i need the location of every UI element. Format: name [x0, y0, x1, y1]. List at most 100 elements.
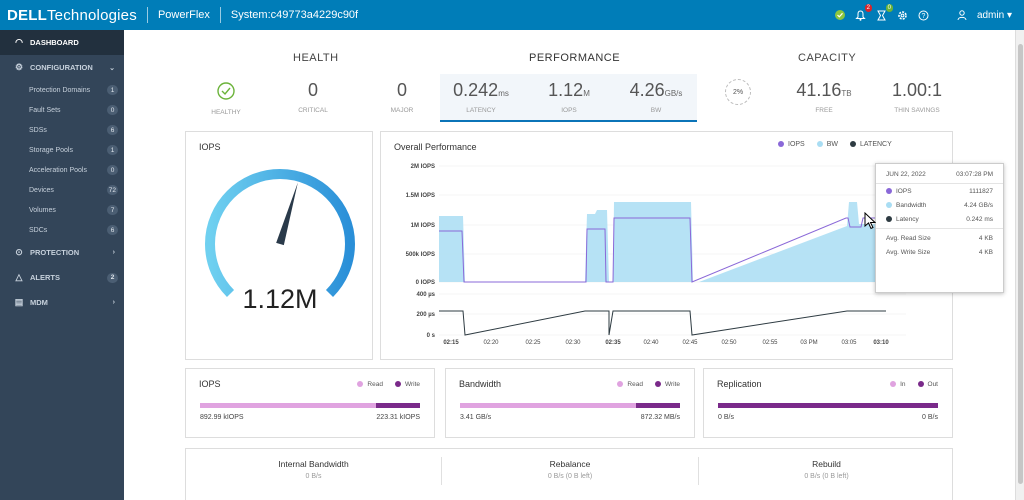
sidebar: ◠ DASHBOARD ⚙ CONFIGURATION ⌄ Protection… — [0, 30, 124, 500]
bandwidth-rw-title: Bandwidth — [459, 379, 502, 389]
performance-title: PERFORMANCE — [529, 52, 621, 64]
sidebar-item-storage-pools[interactable]: Storage Pools 1 — [0, 140, 124, 160]
major-kpi[interactable]: 0 MAJOR — [390, 80, 414, 114]
iops-series-line — [439, 217, 886, 283]
health-title: HEALTH — [293, 52, 339, 64]
settings-gear-icon[interactable] — [897, 9, 909, 21]
scrollbar-thumb[interactable] — [1018, 44, 1023, 484]
bw-kpi[interactable]: 4.26GB/s BW — [629, 80, 683, 114]
system-name[interactable]: System:c49773a4229c90f — [230, 9, 359, 21]
legend-iops[interactable]: IOPS — [778, 141, 805, 148]
x-tick-label: 02:55 — [762, 340, 778, 346]
healthy-check-icon — [217, 82, 235, 100]
capacity-title: CAPACITY — [798, 52, 857, 64]
help-icon[interactable]: ? — [918, 9, 930, 21]
gauge-arc — [205, 169, 355, 298]
x-tick-label: 02:35 — [605, 340, 621, 346]
bandwidth-read-write-card: Bandwidth Read Write 3.41 GB/s 872.32 MB… — [445, 368, 695, 438]
x-tick-label: 02:20 — [483, 340, 499, 346]
x-tick-label: 02:45 — [682, 340, 698, 346]
sidebar-item-fault-sets[interactable]: Fault Sets 0 — [0, 100, 124, 120]
iops-read-value: 892.99 kIOPS — [200, 414, 244, 421]
bandwidth-write-bar — [636, 403, 680, 408]
divider — [146, 7, 148, 23]
dell-logo[interactable]: DELLTechnologies — [7, 6, 137, 24]
product-name: PowerFlex — [157, 9, 210, 21]
legend-in[interactable]: In — [890, 381, 906, 388]
legend-out[interactable]: Out — [917, 381, 938, 388]
capacity-used-ring[interactable]: 2% — [725, 79, 751, 105]
performance-highlight — [440, 74, 697, 122]
x-tick-label: 02:50 — [721, 340, 737, 346]
overall-performance-title: Overall Performance — [394, 142, 477, 152]
y-tick-label: 0 IOPS — [416, 280, 435, 286]
sidebar-item-dashboard[interactable]: ◠ DASHBOARD — [0, 30, 124, 55]
sidebar-item-configuration[interactable]: ⚙ CONFIGURATION ⌄ — [14, 62, 115, 72]
sidebar-item-protection[interactable]: ⊙ PROTECTION › — [15, 247, 115, 257]
rebuild-stat: Rebuild 0 B/s (0 B left) — [804, 459, 849, 480]
legend-write[interactable]: Write — [394, 381, 420, 388]
replication-bar — [718, 403, 938, 408]
y-tick-label: 1.5M IOPS — [406, 193, 435, 199]
sidebar-item-mdm[interactable]: ▤ MDM › — [14, 297, 115, 307]
x-tick-label: 02:40 — [643, 340, 659, 346]
chevron-right-icon: › — [112, 299, 115, 306]
tooltip-date: JUN 22, 2022 — [886, 171, 926, 178]
sidebar-item-alerts[interactable]: △ ALERTS 2 — [0, 265, 124, 290]
iops-gauge-value: 1.12M — [242, 284, 318, 314]
iops-write-value: 223.31 kIOPS — [376, 414, 420, 421]
tasks-icon[interactable]: 0 — [876, 4, 893, 21]
sidebar-item-protection-domains[interactable]: Protection Domains 1 — [0, 80, 124, 100]
health-status-icon[interactable] — [834, 9, 846, 21]
thin-savings-kpi[interactable]: 1.00:1 THIN SAVINGS — [891, 80, 943, 114]
overall-performance-chart[interactable]: 2M IOPS 1.5M IOPS 1M IOPS 500k IOPS 0 IOPS 0 … — [381, 132, 954, 361]
legend-read[interactable]: Read — [617, 381, 643, 388]
legend-read[interactable]: Read — [357, 381, 383, 388]
x-tick-label: 02:25 — [525, 340, 541, 346]
latency-tick-label: 200 µs — [417, 312, 436, 318]
protection-icon: ⊙ — [15, 247, 23, 257]
internal-bandwidth-stat: Internal Bandwidth 0 B/s — [278, 459, 349, 480]
chart-legend: IOPS BW LATENCY — [778, 141, 892, 148]
tooltip-row-latency: Latency 0.242 ms — [886, 216, 993, 223]
legend-bw[interactable]: BW — [816, 141, 838, 148]
mdm-icon: ▤ — [14, 297, 24, 307]
iops-kpi[interactable]: 1.12M IOPS — [548, 80, 590, 114]
user-icon[interactable] — [956, 9, 968, 21]
latency-tick-label: 400 µs — [417, 292, 436, 298]
alerts-bell-icon[interactable]: 2 — [855, 4, 872, 21]
sidebar-item-sdcs[interactable]: SDCs 6 — [0, 220, 124, 240]
page-scrollbar[interactable] — [1015, 30, 1024, 500]
top-bar: DELLTechnologies PowerFlex System:c49773… — [0, 0, 1024, 30]
sidebar-item-acceleration-pools[interactable]: Acceleration Pools 0 — [0, 160, 124, 180]
iops-read-write-card: IOPS Read Write 892.99 kIOPS 223.31 kIOP… — [185, 368, 435, 438]
x-tick-label: 03:05 — [841, 340, 857, 346]
bandwidth-read-bar — [460, 403, 636, 408]
free-kpi[interactable]: 41.16TB FREE — [796, 80, 852, 114]
latency-kpi[interactable]: 0.242ms LATENCY — [453, 80, 509, 114]
tooltip-row-write-size: Avg. Write Size 4 KB — [886, 249, 993, 256]
y-tick-label: 1M IOPS — [411, 223, 435, 229]
latency-tick-label: 0 s — [427, 333, 436, 339]
sidebar-item-devices[interactable]: Devices 72 — [29, 185, 118, 195]
sidebar-item-sdss[interactable]: SDSs 6 — [0, 120, 124, 140]
healthy-kpi[interactable]: HEALTHY — [206, 82, 246, 116]
gauge-needle — [276, 182, 298, 246]
sidebar-item-volumes[interactable]: Volumes 7 — [0, 200, 124, 220]
legend-latency[interactable]: LATENCY — [850, 141, 892, 148]
bandwidth-read-value: 3.41 GB/s — [460, 414, 492, 421]
tasks-badge: 0 — [885, 4, 893, 12]
y-tick-label: 500k IOPS — [406, 252, 435, 258]
critical-kpi[interactable]: 0 CRITICAL — [298, 80, 328, 114]
tooltip-row-bandwidth: Bandwidth 4.24 GB/s — [886, 202, 993, 209]
x-tick-label: 03 PM — [800, 340, 817, 346]
chart-tooltip: JUN 22, 2022 03:07:28 PM IOPS 1111827 Band… — [875, 163, 1004, 293]
x-tick-label: 03:10 — [873, 340, 889, 346]
legend-write[interactable]: Write — [654, 381, 680, 388]
user-menu[interactable]: admin ▾ — [976, 9, 1012, 21]
configuration-icon: ⚙ — [14, 62, 24, 72]
iops-gauge — [205, 169, 355, 298]
x-tick-label: 02:30 — [565, 340, 581, 346]
iops-gauge-card: IOPS 1.12M — [185, 131, 373, 360]
background-activity-card: Internal Bandwidth 0 B/s Rebalance 0 B/s… — [185, 448, 953, 500]
